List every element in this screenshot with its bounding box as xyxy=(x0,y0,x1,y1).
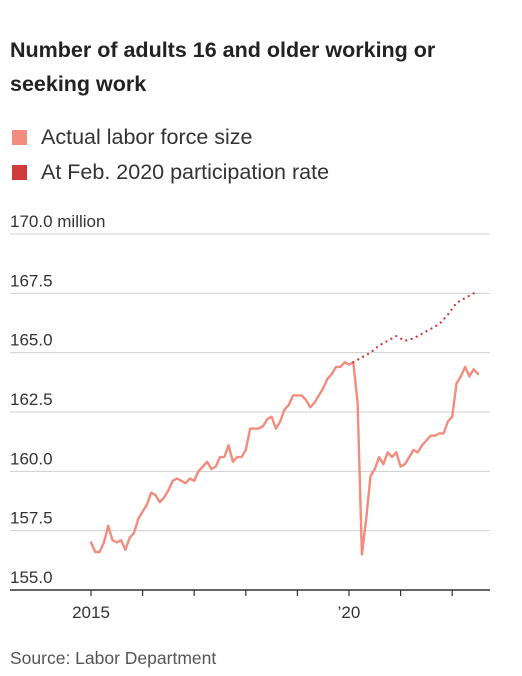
legend-item-actual: Actual labor force size xyxy=(12,120,329,155)
legend-label-actual: Actual labor force size xyxy=(41,125,253,149)
legend: Actual labor force size At Feb. 2020 par… xyxy=(12,120,329,190)
y-tick-label: 155.0 xyxy=(10,568,53,587)
legend-swatch-actual xyxy=(12,130,27,145)
x-tick-label: 2015 xyxy=(72,603,110,622)
legend-label-counterfactual: At Feb. 2020 participation rate xyxy=(41,160,330,184)
y-tick-label: 167.5 xyxy=(10,271,53,290)
y-tick-label: 170.0 million xyxy=(10,212,105,231)
y-tick-label: 157.5 xyxy=(10,509,53,528)
legend-item-counterfactual: At Feb. 2020 participation rate xyxy=(12,155,329,190)
source-note: Source: Labor Department xyxy=(10,648,217,668)
series-line-counterfactual xyxy=(352,289,480,364)
y-tick-label: 162.5 xyxy=(10,390,53,409)
y-tick-label: 165.0 xyxy=(10,331,53,350)
x-tick-label: ’20 xyxy=(338,603,361,622)
legend-swatch-counterfactual xyxy=(12,165,27,180)
chart-title: Number of adults 16 and older working or… xyxy=(10,38,436,96)
y-tick-label: 160.0 xyxy=(10,449,53,468)
series-line-actual xyxy=(89,361,480,556)
